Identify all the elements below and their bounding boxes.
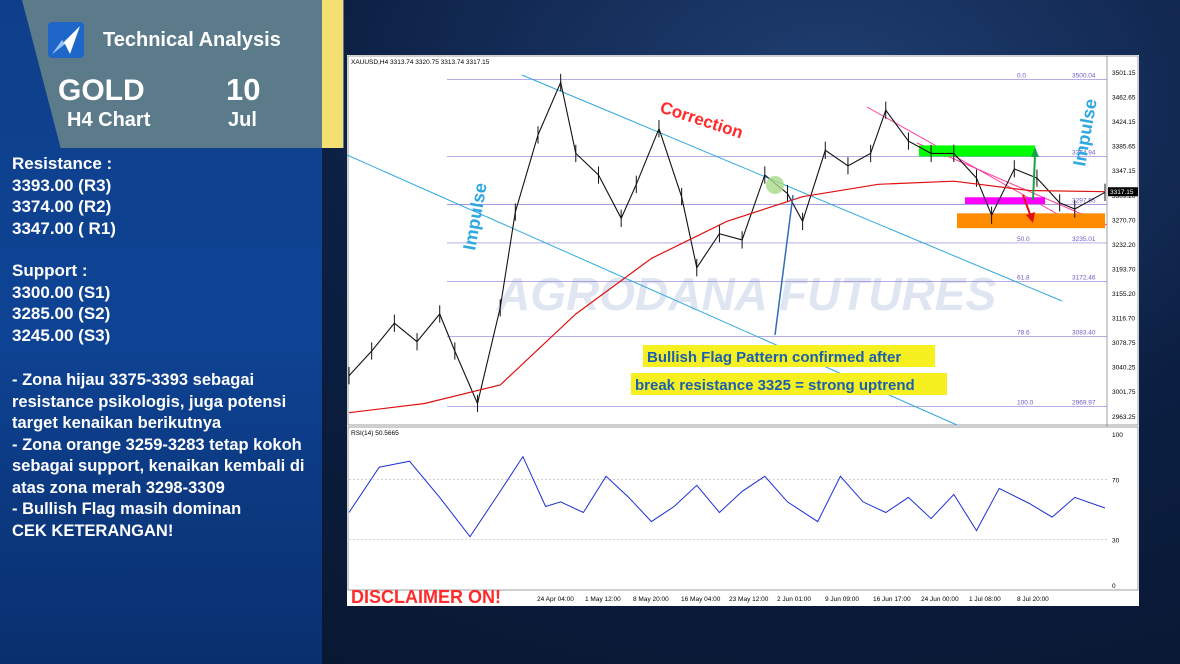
date-day: 10 <box>226 72 261 107</box>
price-tick-label: 3270.70 <box>1112 217 1136 224</box>
last-price-label: 3317.15 <box>1110 189 1134 196</box>
rsi-tick-label: 100 <box>1112 432 1123 439</box>
price-tick-label: 3424.15 <box>1112 119 1136 126</box>
price-tick-label: 3040.25 <box>1112 365 1136 372</box>
flag-callout-bg-2 <box>631 373 947 395</box>
note-item: CEK KETERANGAN! <box>12 521 174 540</box>
x-tick-label: 8 Jul 20:00 <box>1017 596 1049 603</box>
channel-upper-line <box>521 74 1063 302</box>
down-arrow-head-icon <box>1026 212 1035 223</box>
support-level: 3245.00 (S3) <box>12 325 111 345</box>
resistance-level: 3393.00 (R3) <box>12 175 112 195</box>
timeframe-label: H4 Chart <box>67 109 151 131</box>
zone-green <box>919 145 1035 157</box>
symbol-label: GOLD <box>58 74 145 107</box>
resistance-level: 3374.00 (R2) <box>12 197 112 216</box>
fib-level-label: 78.6 <box>1017 330 1030 337</box>
fib-price-label: 3374.94 <box>1072 150 1096 157</box>
arrow-logo-icon <box>48 22 84 58</box>
price-tick-label: 3501.15 <box>1112 70 1136 77</box>
moving-average-line <box>348 180 1106 414</box>
spacer <box>12 239 116 260</box>
up-arrow-icon <box>1032 154 1036 201</box>
support-level: 3300.00 (S1) <box>12 282 111 302</box>
price-tick-label: 3385.65 <box>1112 144 1136 151</box>
disclaimer-text: DISCLAIMER ON! <box>351 587 501 606</box>
fib-level-label: 61.8 <box>1017 275 1030 282</box>
fib-level-label: 100.0 <box>1017 400 1034 407</box>
page-title: Technical Analysis <box>103 29 281 51</box>
support-level: 3285.00 (S2) <box>12 304 111 323</box>
x-tick-label: 23 May 12:00 <box>729 596 769 603</box>
x-tick-label: 24 Apr 04:00 <box>537 596 574 603</box>
flag-callout-line-2: break resistance 3325 = strong uptrend <box>635 377 915 394</box>
price-tick-label: 3309.20 <box>1112 193 1136 200</box>
analysis-notes: - Zona hijau 3375-3393 sebagai resistanc… <box>12 370 317 542</box>
fib-price-label: 3500.04 <box>1072 72 1096 79</box>
rsi-series-line <box>348 455 1106 538</box>
flag-upper-line <box>866 106 1078 226</box>
resistance-title: Resistance : <box>12 154 113 173</box>
price-tick-label: 3193.70 <box>1112 266 1136 273</box>
breakout-marker <box>766 176 784 194</box>
levels-list: Resistance : 3393.00 (R3) 3374.00 (R2) 3… <box>12 153 116 346</box>
rsi-tick-label: 0 <box>1112 583 1116 590</box>
note-item: - Zona hijau 3375-3393 sebagai resistanc… <box>12 371 287 432</box>
price-tick-label: 3232.20 <box>1112 242 1136 249</box>
chart-panel: XAUUSD,H4 3313.74 3320.75 3313.74 3317.1… <box>346 55 1139 607</box>
fib-price-label: 3083.40 <box>1072 330 1096 337</box>
price-tick-label: 3155.20 <box>1112 291 1136 298</box>
price-tick-label: 3347.15 <box>1112 168 1136 175</box>
zone-magenta <box>965 197 1045 205</box>
flag-lower-line <box>916 142 1108 226</box>
fib-price-label: 2969.97 <box>1072 400 1096 407</box>
x-tick-label: 16 Jun 17:00 <box>873 596 911 603</box>
flag-callout-bg-1 <box>643 345 935 367</box>
price-tick-label: 2963.25 <box>1112 414 1136 421</box>
fib-level-label: 0.0 <box>1017 72 1026 79</box>
watermark-text: AGRODANA FUTURES <box>496 268 996 320</box>
x-tick-label: 9 Jun 09:00 <box>825 596 859 603</box>
note-item: - Bullish Flag masih dominan <box>12 500 242 518</box>
resistance-level: 3347.00 ( R1) <box>12 218 116 238</box>
rsi-title: RSI(14) 50.5665 <box>351 430 399 437</box>
accent-bar <box>322 0 343 148</box>
rsi-tick-label: 30 <box>1112 538 1120 545</box>
down-arrow-icon <box>1022 194 1032 218</box>
price-tick-label: 3116.70 <box>1112 316 1135 323</box>
price-tick-label: 3462.65 <box>1112 95 1136 102</box>
rsi-tick-label: 70 <box>1112 477 1120 484</box>
x-tick-label: 24 Jun 00:00 <box>921 596 959 603</box>
flag-callout-line-1: Bullish Flag Pattern confirmed after <box>647 349 901 366</box>
x-tick-label: 2 Jun 01:00 <box>777 596 811 603</box>
fib-level-label: 50.0 <box>1017 236 1030 243</box>
instrument-label: XAUUSD,H4 3313.74 3320.75 3313.74 3317.1… <box>351 59 490 66</box>
price-chart: XAUUSD,H4 3313.74 3320.75 3313.74 3317.1… <box>346 55 1139 607</box>
last-price-box <box>1108 187 1138 197</box>
zone-orange <box>957 213 1105 229</box>
price-tick-label: 3078.75 <box>1112 340 1136 347</box>
x-tick-label: 16 May 04:00 <box>681 596 721 603</box>
up-arrow-head-icon <box>1031 147 1039 157</box>
breakout-pointer-line <box>774 194 794 336</box>
rsi-plot-frame <box>347 426 1139 591</box>
price-tick-label: 3001.75 <box>1112 389 1136 396</box>
fib-price-label: 3235.01 <box>1072 236 1096 243</box>
x-tick-label: 1 Jul 08:00 <box>969 596 1001 603</box>
x-tick-label: 1 May 12:00 <box>585 596 621 603</box>
note-item: - Zona orange 3259-3283 tetap kokoh seba… <box>12 435 305 497</box>
support-title: Support : <box>12 261 88 280</box>
fib-price-label: 3172.46 <box>1072 275 1096 282</box>
fib-price-label: 3297.55 <box>1072 197 1096 204</box>
x-tick-label: 8 May 20:00 <box>633 596 669 603</box>
date-month: Jul <box>228 109 257 131</box>
